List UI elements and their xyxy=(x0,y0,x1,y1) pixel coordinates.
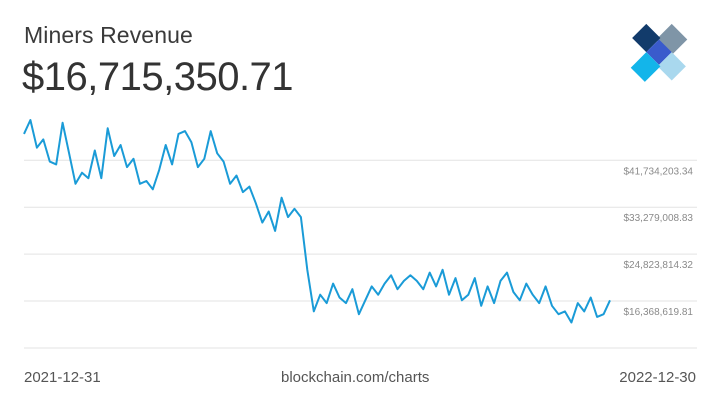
source-link[interactable]: blockchain.com/charts xyxy=(281,369,430,386)
y-tick-label-0: $41,734,203.34 xyxy=(623,166,693,177)
y-tick-label-1: $33,279,008.83 xyxy=(623,213,693,224)
grid-lines xyxy=(24,159,697,349)
x-axis-start-date: 2021-12-31 xyxy=(24,369,101,386)
chart-title: Miners Revenue xyxy=(24,22,193,48)
blockchain-logo-icon xyxy=(630,23,688,82)
logo-tile-center xyxy=(646,39,672,65)
logo-tile-bottom xyxy=(630,52,661,82)
series-line-miners-revenue xyxy=(23,119,611,324)
x-axis-end-date: 2022-12-30 xyxy=(619,369,696,386)
current-value: $16,715,350.71 xyxy=(22,55,294,99)
y-tick-label-2: $24,823,814.32 xyxy=(623,260,693,271)
y-axis-ticks: $41,734,203.34 $33,279,008.83 $24,823,814.… xyxy=(623,166,693,318)
y-tick-label-3: $16,368,619.81 xyxy=(623,307,693,318)
